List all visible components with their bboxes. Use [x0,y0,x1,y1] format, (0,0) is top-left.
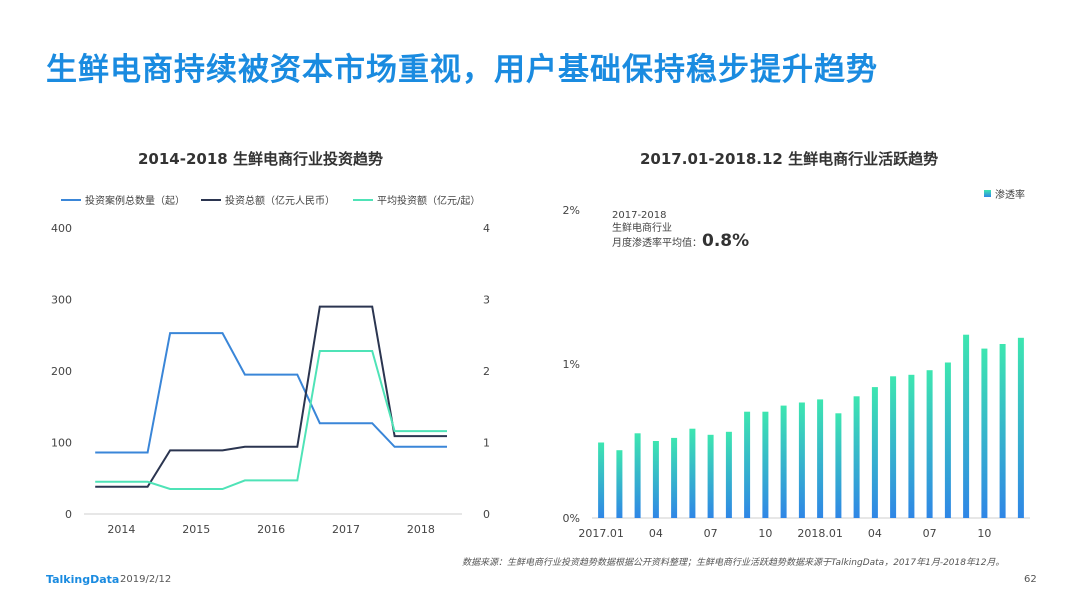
bar [890,376,897,518]
legend-item-count: 投资案例总数量（起） [61,192,185,207]
series-line-avg [95,350,447,490]
bar [999,344,1006,518]
right-y-tick-label: 4 [483,222,490,235]
bar [1017,337,1024,518]
legend-swatch-penetration [984,190,991,197]
x-tick-label: 2017 [332,523,360,536]
annotation-period: 2017-2018 [612,210,667,221]
bar [853,396,860,518]
bar [725,431,732,518]
bar [871,387,878,518]
bar [652,441,659,518]
x-tick-label: 2018.01 [797,527,843,540]
footer-date: 2019/2/12 [120,574,172,585]
left-y-tick-label: 400 [51,222,72,235]
bar [744,411,751,518]
annotation-value: 0.8% [702,231,750,251]
annotation-label: 月度渗透率平均值： [612,238,702,249]
legend-item-total: 投资总额（亿元人民币） [201,192,335,207]
legend-label-count: 投资案例总数量（起） [85,196,185,207]
series-line-count [95,332,447,454]
right-y-tick-label: 1 [483,437,490,450]
source-note: 数据来源：生鲜电商行业投资趋势数据根据公开资料整理；生鲜电商行业活跃趋势数据来源… [462,558,1005,568]
x-tick-label: 2014 [107,523,135,536]
x-tick-label: 04 [868,527,882,540]
x-tick-label: 10 [977,527,991,540]
x-tick-label: 2018 [407,523,435,536]
bar [634,433,641,518]
average-annotation: 2017-2018 生鲜电商行业 月度渗透率平均值：0.8% [612,209,749,250]
legend-swatch-count [61,198,81,201]
x-tick-label: 2015 [182,523,210,536]
footer-brand-logo: TalkingData [46,573,120,586]
left-y-tick-label: 300 [51,294,72,307]
bar [671,437,678,518]
legend-swatch-total [201,198,221,201]
bar [689,428,696,518]
right-y-tick-label: 2 [483,365,490,378]
headline: 生鲜电商持续被资本市场重视，用户基础保持稳步提升趋势 [46,52,878,88]
legend-item-avg: 平均投资额（亿元/起） [353,192,480,207]
bar [835,413,842,518]
bar [981,348,988,518]
bar [963,334,970,518]
left-line-chart: 0 100 200 300 400 0 1 2 3 4 2014 2015 2016 2017 2018 [51,222,490,536]
legend-swatch-avg [353,198,373,201]
left-y-tick-label: 100 [51,437,72,450]
x-tick-label: 07 [923,527,937,540]
bar [616,450,623,518]
bar [944,362,951,518]
x-tick-label: 2017.01 [578,527,624,540]
y-tick-label: 0% [563,512,580,525]
x-tick-label: 2016 [257,523,285,536]
bar [926,370,933,518]
series-line-total [95,305,447,488]
legend-label-total: 投资总额（亿元人民币） [225,196,335,207]
y-tick-label: 2% [563,204,580,217]
x-tick-label: 04 [649,527,663,540]
right-y-tick-label: 3 [483,294,490,307]
left-y-tick-label: 0 [65,508,72,521]
bar [707,434,714,518]
legend-label-penetration: 渗透率 [995,190,1025,201]
x-tick-label: 07 [704,527,718,540]
bar [762,411,769,518]
y-tick-label: 1% [563,358,580,371]
x-tick-label: 10 [758,527,772,540]
legend-label-avg: 平均投资额（亿元/起） [377,196,481,207]
bar [798,402,805,518]
left-y-tick-label: 200 [51,365,72,378]
right-bar-chart: 0% 1% 2% 2017.01 04 07 10 2018.01 04 07 10 [563,204,1030,540]
bar [598,442,605,518]
bar [817,399,824,518]
bar [780,405,787,518]
bar [908,374,915,518]
right-chart-title: 2017.01-2018.12 生鲜电商行业活跃趋势 [640,150,939,168]
annotation-industry: 生鲜电商行业 [612,223,672,234]
left-chart-title: 2014-2018 生鲜电商行业投资趋势 [138,150,383,168]
page-number: 62 [1024,574,1037,585]
right-y-tick-label: 0 [483,508,490,521]
legend-item-penetration: 渗透率 [984,186,1025,201]
